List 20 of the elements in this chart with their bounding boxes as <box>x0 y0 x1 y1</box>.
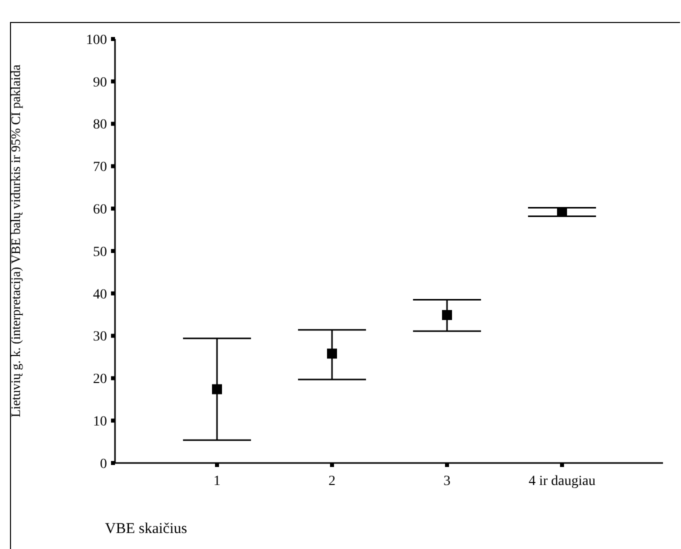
y-tick-label: 20 <box>93 372 107 388</box>
y-tick-label: 70 <box>93 160 107 176</box>
point <box>442 310 452 320</box>
y-tick-label: 40 <box>93 287 107 302</box>
point <box>212 384 222 394</box>
y-tick-label: 100 <box>86 32 107 48</box>
x-axis-title: VBE skaičius <box>105 521 188 537</box>
y-tick-label: 60 <box>93 202 107 218</box>
x-tick-label: 1 <box>214 474 221 489</box>
y-tick-label: 50 <box>93 244 107 260</box>
x-tick-label: 4 ir daugiau <box>528 474 596 489</box>
y-tick-label: 80 <box>93 118 107 133</box>
x-tick-label: 2 <box>328 474 336 489</box>
point <box>327 348 338 359</box>
y-tick-label: 30 <box>93 330 107 345</box>
x-tick-label: 3 <box>444 474 451 489</box>
y-axis-title: Lietuvių g. k. (interpretacija) VBE balų vidurkis ir 95% CI paklaida <box>8 64 23 418</box>
y-tick-label: 10 <box>93 414 107 430</box>
y-tick-label: 90 <box>93 75 107 90</box>
y-tick-label: 0 <box>100 456 107 472</box>
